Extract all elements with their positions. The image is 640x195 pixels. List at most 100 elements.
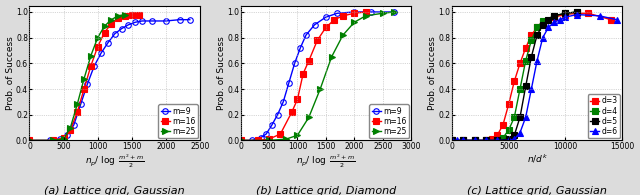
m=9 — [90, 65, 98, 67]
m=25 — [390, 11, 398, 13]
d=5 — [493, 139, 501, 142]
m=9 — [291, 62, 298, 65]
d=6 — [556, 19, 564, 21]
m=25 — [26, 139, 33, 142]
d=3 — [516, 62, 524, 65]
m=9 — [46, 139, 54, 142]
m=16 — [121, 15, 129, 17]
d=5 — [550, 15, 558, 17]
m=25 — [328, 56, 335, 58]
X-axis label: $n_p$/ $\log$ $\frac{m^2+m}{2}$: $n_p$/ $\log$ $\frac{m^2+m}{2}$ — [85, 152, 144, 170]
d=5 — [539, 24, 547, 26]
d=4 — [482, 139, 490, 142]
m=25 — [362, 15, 369, 17]
m=16 — [300, 73, 307, 75]
m=9 — [186, 19, 194, 21]
m=16 — [115, 17, 122, 20]
m=25 — [316, 88, 324, 90]
m=16 — [67, 129, 74, 131]
m=16 — [237, 139, 244, 142]
m=16 — [108, 22, 115, 25]
m=9 — [118, 27, 125, 30]
m=25 — [305, 116, 313, 118]
d=4 — [511, 116, 518, 118]
m=25 — [87, 54, 95, 57]
m=9 — [285, 82, 292, 84]
m=9 — [257, 137, 264, 139]
Line: m=16: m=16 — [238, 9, 369, 143]
d=5 — [533, 34, 541, 36]
m=16 — [74, 111, 81, 113]
Line: d=6: d=6 — [449, 12, 620, 143]
d=5 — [545, 19, 552, 21]
Line: m=9: m=9 — [27, 17, 193, 143]
m=16 — [288, 111, 296, 113]
d=6 — [522, 116, 529, 118]
d=4 — [539, 20, 547, 22]
d=6 — [454, 139, 461, 142]
m=9 — [84, 83, 92, 85]
Title: (b) Lattice grid, Diamond: (b) Lattice grid, Diamond — [256, 186, 396, 195]
m=16 — [94, 45, 102, 48]
m=16 — [322, 26, 330, 28]
Y-axis label: Prob. of Success: Prob. of Success — [6, 36, 15, 110]
m=16 — [49, 139, 57, 142]
m=9 — [274, 113, 282, 116]
d=3 — [573, 12, 580, 14]
m=9 — [296, 47, 304, 49]
m=25 — [265, 139, 273, 142]
d=6 — [516, 131, 524, 134]
d=6 — [539, 36, 547, 39]
m=9 — [268, 124, 276, 126]
Line: d=3: d=3 — [449, 11, 614, 143]
m=9 — [77, 103, 84, 106]
d=4 — [493, 139, 501, 142]
m=9 — [138, 20, 146, 22]
d=3 — [460, 139, 467, 142]
d=6 — [612, 19, 620, 21]
Legend: d=3, d=4, d=5, d=6: d=3, d=4, d=5, d=6 — [588, 94, 620, 138]
m=9 — [125, 24, 132, 26]
Line: d=5: d=5 — [449, 9, 580, 143]
m=16 — [276, 133, 284, 135]
m=9 — [302, 34, 310, 36]
m=9 — [97, 52, 105, 54]
m=9 — [351, 11, 358, 13]
m=25 — [121, 13, 129, 16]
d=6 — [527, 88, 535, 90]
m=16 — [331, 19, 339, 21]
m=16 — [305, 60, 313, 62]
d=5 — [448, 139, 456, 142]
d=4 — [460, 139, 467, 142]
m=16 — [362, 11, 369, 13]
d=5 — [482, 139, 490, 142]
m=9 — [63, 134, 71, 136]
d=5 — [511, 134, 518, 136]
m=25 — [67, 126, 74, 129]
m=9 — [162, 20, 170, 22]
d=5 — [573, 11, 580, 13]
d=5 — [522, 85, 529, 88]
d=4 — [516, 88, 524, 90]
d=5 — [460, 139, 467, 142]
d=6 — [596, 15, 604, 17]
m=9 — [322, 16, 330, 18]
m=25 — [351, 21, 358, 23]
m=25 — [100, 25, 108, 27]
d=5 — [527, 56, 535, 58]
m=9 — [310, 24, 318, 26]
Line: m=9: m=9 — [238, 9, 397, 143]
d=4 — [562, 12, 570, 14]
m=9 — [56, 138, 64, 140]
Legend: m=9, m=16, m=25: m=9, m=16, m=25 — [158, 104, 198, 138]
d=4 — [470, 139, 478, 142]
m=25 — [108, 19, 115, 21]
m=9 — [237, 139, 244, 142]
m=25 — [115, 15, 122, 17]
Line: m=25: m=25 — [238, 9, 397, 143]
Y-axis label: Prob. of Success: Prob. of Success — [217, 36, 226, 110]
X-axis label: $n_p$/ $\log$ $\frac{m^2+m}{2}$: $n_p$/ $\log$ $\frac{m^2+m}{2}$ — [296, 152, 355, 170]
m=16 — [60, 137, 67, 139]
d=4 — [499, 137, 507, 139]
m=9 — [148, 20, 156, 22]
